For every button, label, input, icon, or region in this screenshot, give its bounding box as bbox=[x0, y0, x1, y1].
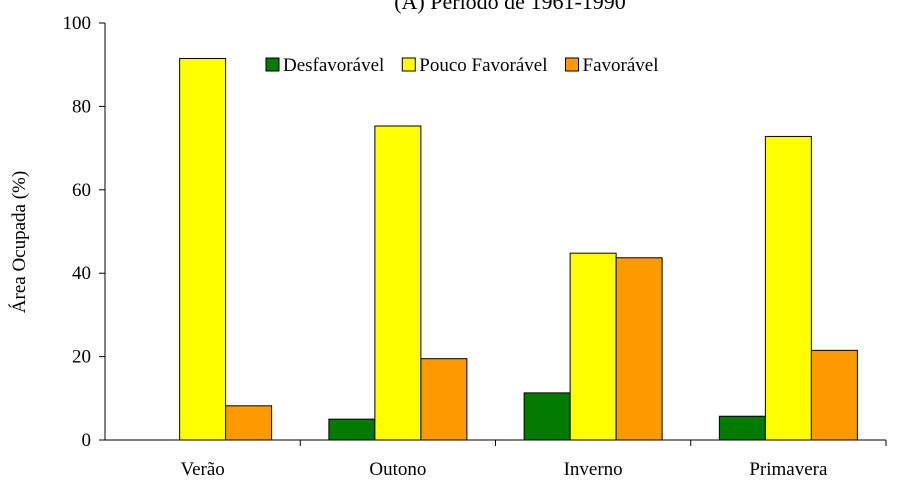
bar bbox=[810, 349, 858, 441]
x-tick-label: Verão bbox=[180, 459, 224, 480]
bar bbox=[523, 392, 571, 441]
plot-area: 0 20 40 60 80 100 Verão Outono Inverno Primavera bbox=[63, 13, 887, 480]
legend-swatch bbox=[401, 57, 416, 72]
y-tick-label: 40 bbox=[72, 263, 91, 284]
y-axis-label: Área Ocupada (%) bbox=[8, 171, 30, 313]
bar bbox=[179, 57, 227, 441]
legend-swatch bbox=[565, 57, 580, 72]
chart-title: (A) Período de 1961-1990 bbox=[394, 0, 626, 14]
bar bbox=[374, 125, 422, 441]
y-tick-label: 60 bbox=[72, 180, 91, 201]
bar bbox=[569, 252, 617, 441]
legend-label: Favorável bbox=[583, 55, 659, 76]
x-tick-label: Primavera bbox=[749, 459, 828, 480]
legend: Desfavorável Pouco Favorável Favorável bbox=[265, 55, 659, 76]
bar bbox=[718, 415, 766, 441]
bar bbox=[225, 405, 273, 441]
x-tick-label: Outono bbox=[369, 459, 426, 480]
legend-label: Desfavorável bbox=[283, 55, 384, 76]
bar bbox=[615, 257, 663, 441]
y-tick-label: 20 bbox=[72, 347, 91, 368]
bar bbox=[764, 135, 812, 441]
legend-swatch bbox=[265, 57, 280, 72]
bar bbox=[328, 418, 376, 441]
y-tick-label: 0 bbox=[82, 430, 92, 451]
y-tick-label: 80 bbox=[72, 96, 91, 117]
legend-label: Pouco Favorável bbox=[419, 55, 547, 76]
y-tick-label: 100 bbox=[63, 13, 92, 34]
x-tick-label: Inverno bbox=[564, 459, 623, 480]
bar bbox=[420, 358, 468, 441]
